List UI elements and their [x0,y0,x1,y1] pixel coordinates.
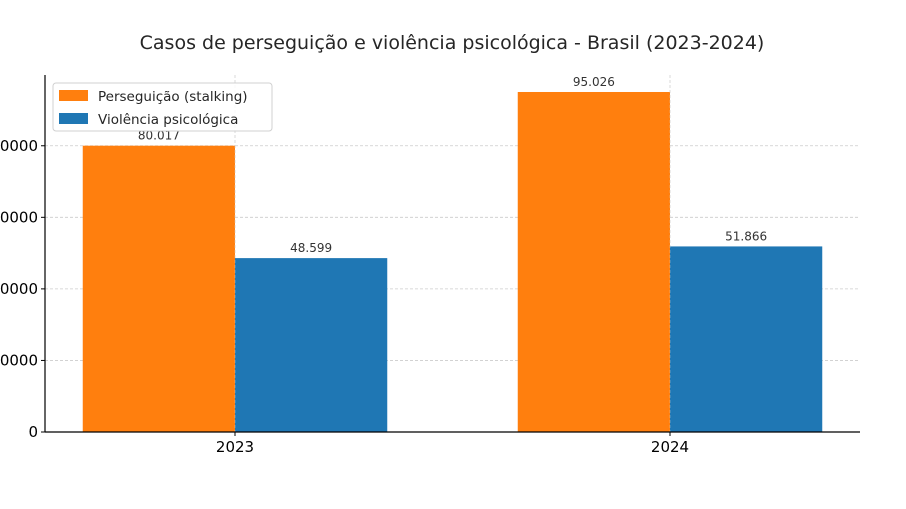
data-label: 80.017 [138,129,180,143]
data-labels: 80.017 95.026 48.599 51.866 [138,75,767,255]
legend-box [52,82,273,132]
data-label: 48.599 [290,241,332,255]
legend: Perseguição (stalking) Violência psicológ… [52,82,273,132]
legend-label: Perseguição (stalking) [98,89,248,105]
x-tick-label: 2023 [216,438,254,456]
y-tick-label: 0 [28,423,38,441]
legend-label: Violência psicológica [98,112,238,128]
bar-2024-perseguicao [517,91,670,433]
bar-2023-perseguicao [82,145,235,432]
data-label: 51.866 [725,229,767,243]
data-label: 95.026 [573,75,615,89]
y-tick-label: 80000 [0,137,38,155]
x-tick-label: 2024 [651,438,689,456]
y-tick-label: 40000 [0,280,38,298]
bar-2024-violencia-psicologica [670,246,823,432]
bars [82,75,823,433]
y-tick-label: 20000 [0,351,38,369]
legend-swatch [59,90,88,101]
bar-2023-violencia-psicologica [235,258,388,432]
legend-swatch [59,113,88,124]
chart-title: Casos de perseguição e violência psicoló… [140,32,765,54]
